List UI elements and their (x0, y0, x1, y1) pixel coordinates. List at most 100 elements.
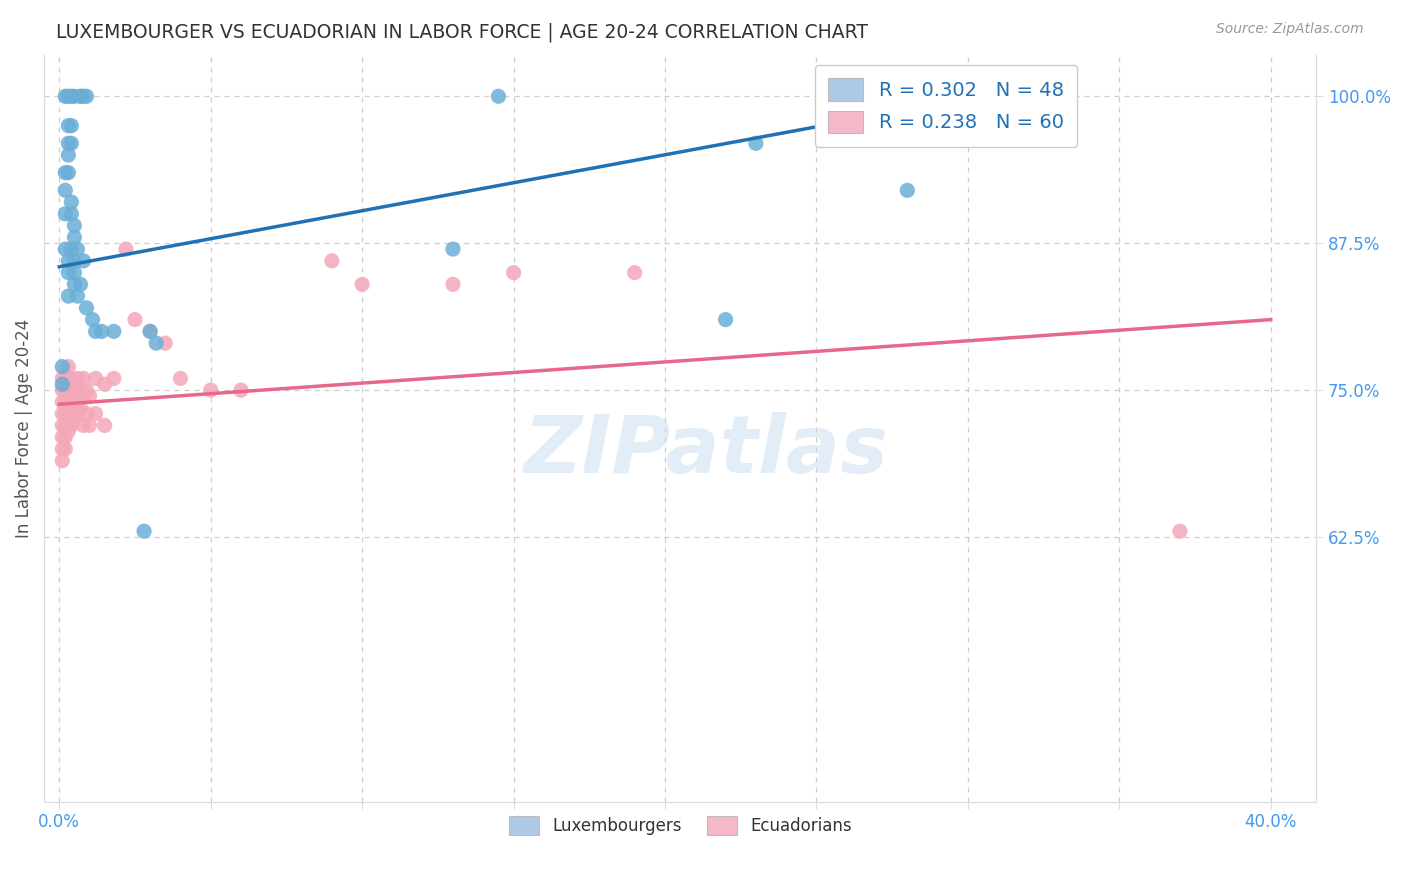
Point (115, 242, 138, 256)
Point (76, 301, 98, 315)
Point (58, 412, 80, 426)
Point (103, 371, 125, 385)
Point (53, 207, 76, 221)
Point (84, 325, 107, 339)
Point (155, 336, 177, 351)
Point (972, 83, 994, 97)
Point (63, 266, 86, 280)
Point (53, 183, 76, 197)
Point (60, 389, 83, 403)
Point (441, 242, 464, 256)
Point (51, 418, 73, 433)
Point (63, 230, 86, 244)
Point (66, 383, 89, 397)
Point (69, 277, 91, 292)
Point (69, 383, 91, 397)
Point (51, 430, 73, 444)
Point (502, 266, 524, 280)
Point (58, 166, 80, 180)
Point (60, 371, 83, 385)
Point (132, 524, 155, 539)
Point (90, 325, 112, 339)
Point (58, 289, 80, 303)
Point (51, 395, 73, 409)
Point (72, 389, 94, 403)
Point (60, 242, 83, 256)
Point (93, 377, 115, 392)
Point (53, 407, 76, 421)
Point (51, 383, 73, 397)
Point (63, 89, 86, 103)
Point (58, 89, 80, 103)
Point (169, 371, 191, 385)
Point (93, 418, 115, 433)
Point (72, 89, 94, 103)
Point (486, 89, 509, 103)
Point (72, 371, 94, 385)
Point (745, 136, 768, 151)
Point (58, 266, 80, 280)
Point (76, 407, 98, 421)
Point (623, 266, 645, 280)
Point (51, 407, 73, 421)
Point (229, 383, 252, 397)
Point (60, 119, 83, 133)
Text: Source: ZipAtlas.com: Source: ZipAtlas.com (1216, 22, 1364, 37)
Point (69, 89, 91, 103)
Point (66, 395, 89, 409)
Point (66, 242, 89, 256)
Point (53, 418, 76, 433)
Point (76, 89, 98, 103)
Point (51, 453, 73, 467)
Point (72, 253, 94, 268)
Legend: Luxembourgers, Ecuadorians: Luxembourgers, Ecuadorians (499, 806, 862, 846)
Point (69, 401, 91, 415)
Point (714, 312, 737, 326)
Point (58, 389, 80, 403)
Point (60, 207, 83, 221)
Point (84, 407, 107, 421)
Point (58, 253, 80, 268)
Point (139, 325, 162, 339)
Point (58, 148, 80, 162)
Point (60, 89, 83, 103)
Point (53, 383, 76, 397)
Point (76, 383, 98, 397)
Point (66, 289, 89, 303)
Point (66, 407, 89, 421)
Point (124, 312, 146, 326)
Point (103, 325, 125, 339)
Point (58, 377, 80, 392)
Point (58, 119, 80, 133)
Point (69, 89, 91, 103)
Text: ZIPatlas: ZIPatlas (523, 412, 889, 490)
Point (58, 401, 80, 415)
Point (53, 89, 76, 103)
Point (79, 389, 101, 403)
Point (53, 371, 76, 385)
Point (200, 383, 222, 397)
Point (51, 377, 73, 392)
Point (352, 277, 374, 292)
Text: LUXEMBOURGER VS ECUADORIAN IN LABOR FORCE | AGE 20-24 CORRELATION CHART: LUXEMBOURGER VS ECUADORIAN IN LABOR FORC… (56, 22, 869, 42)
Point (58, 136, 80, 151)
Point (63, 395, 86, 409)
Point (441, 277, 464, 292)
Point (53, 395, 76, 409)
Point (60, 407, 83, 421)
Y-axis label: In Labor Force | Age 20-24: In Labor Force | Age 20-24 (15, 318, 32, 538)
Point (896, 183, 918, 197)
Point (58, 425, 80, 439)
Point (63, 253, 86, 268)
Point (82, 312, 104, 326)
Point (63, 412, 86, 426)
Point (84, 371, 107, 385)
Point (66, 371, 89, 385)
Point (79, 418, 101, 433)
Point (63, 219, 86, 233)
Point (53, 166, 76, 180)
Point (1168, 524, 1191, 539)
Point (321, 253, 343, 268)
Point (63, 277, 86, 292)
Point (72, 418, 94, 433)
